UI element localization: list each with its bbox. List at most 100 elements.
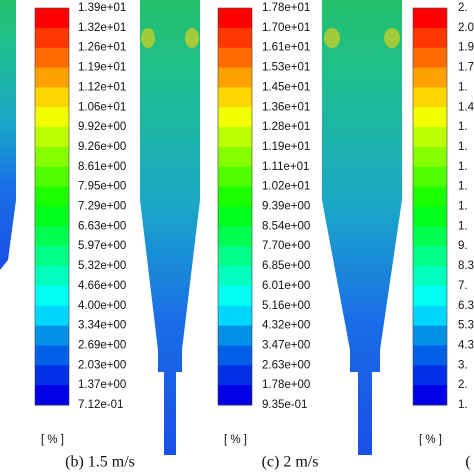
colorbar-band [413,166,447,188]
colorbar-band [218,87,252,108]
colorbar-band [413,206,447,227]
colorbar-label: 1. [458,181,468,193]
hot-spot [324,28,340,48]
colorbar-label: 2.0 [458,22,474,34]
colorbar-label: 4.66e+00 [78,280,126,292]
colorbar-label: 7. [458,280,468,292]
hot-spot [384,28,400,48]
colorbar-band [35,385,69,406]
colorbar-band [218,146,252,168]
colorbar-band [35,87,69,108]
colorbar-band [413,246,447,267]
colorbar-label: 1. [458,201,468,213]
colorbar-band [218,166,252,188]
colorbar-label: 1.06e+01 [78,101,126,113]
colorbar-band [35,186,69,207]
colorbar-band [413,47,447,69]
caption: ( [465,454,470,471]
colorbar-band [218,27,252,49]
colorbar-label: 6.01e+00 [262,280,310,292]
colorbar-band [218,206,252,227]
colorbar-label: 1.19e+01 [262,141,310,153]
contour-a [0,0,16,270]
colorbar-band [35,305,69,327]
colorbar-band [35,67,69,88]
colorbar-band [35,8,69,29]
colorbar-band [413,127,447,148]
colorbar-label: 2. [458,379,468,391]
colorbar-label: 6.63e+00 [78,220,126,232]
colorbar-label: 8.61e+00 [78,161,126,173]
hot-spot [141,28,155,48]
colorbar-label: 5.32e+00 [78,260,126,272]
colorbar-label: 3.34e+00 [78,320,126,332]
colorbar-band [413,226,447,247]
colorbar-label: 1.53e+01 [262,62,310,74]
colorbar-band [35,226,69,247]
colorbar-band [413,107,447,128]
colorbar-label: 9.35e-01 [262,399,307,411]
colorbar-band [413,285,447,307]
colorbar-band [35,107,69,128]
colorbar-label: 3.47e+00 [262,339,310,351]
colorbar-label: 6.3 [458,300,474,312]
colorbar-label: 1.9 [458,42,474,54]
colorbar-band [218,305,252,327]
colorbar-label: 9.26e+00 [78,141,126,153]
colorbar-label: 1.32e+01 [78,22,126,34]
colorbar-label: 1. [458,161,468,173]
colorbar-label: 3. [458,359,468,371]
colorbar-label: 4.3 [458,339,474,351]
colorbar-band [413,325,447,346]
colorbar-band [413,27,447,49]
colorbar-label: 1.78e+01 [262,2,310,14]
colorbar-band [413,365,447,386]
colorbar-band [413,87,447,108]
colorbar-label: 9. [458,240,468,252]
colorbar-band [35,47,69,69]
contour-c [322,0,402,455]
colorbar-band [35,27,69,49]
caption: (b) 1.5 m/s [65,454,135,471]
colorbar-label: 1.28e+01 [262,121,310,133]
colorbar-label: 1. [458,121,468,133]
colorbar-label: 2. [458,2,468,14]
colorbar-label: 1.36e+01 [262,101,310,113]
colorbar-label: 1. [458,81,468,93]
colorbar-label: 1. [458,220,468,232]
colorbar-label: 9.39e+00 [262,201,310,213]
colorbar-label: 7.70e+00 [262,240,310,252]
colorbar-label: 5.97e+00 [78,240,126,252]
colorbar-label: 9.92e+00 [78,121,126,133]
colorbar-label: 1.19e+01 [78,62,126,74]
colorbar-band [35,166,69,188]
unit-label: [ % ] [419,434,442,446]
colorbar-band [413,67,447,88]
colorbar-label: 5.16e+00 [262,300,310,312]
colorbar-label: 2.03e+00 [78,359,126,371]
colorbar-label: 2.63e+00 [262,359,310,371]
colorbar-band [35,206,69,227]
colorbar-label: 1.02e+01 [262,181,310,193]
colorbar-label: 1. [458,141,468,153]
contour-b [140,0,200,455]
colorbar-band [413,345,447,366]
colorbar-band [35,285,69,307]
colorbar-label: 2.69e+00 [78,339,126,351]
colorbar-label: 7.95e+00 [78,181,126,193]
colorbar-label: 1.37e+00 [78,379,126,391]
colorbar-band [218,8,252,29]
colorbar-label: 8.54e+00 [262,220,310,232]
colorbar-label: 1.45e+01 [262,81,310,93]
colorbar-band [218,325,252,346]
colorbar-band [413,146,447,168]
colorbar-band [218,285,252,307]
colorbar-band [218,107,252,128]
colorbar-label: 1.7 [458,62,474,74]
colorbar-label: 5.3 [458,320,474,332]
caption: (c) 2 m/s [262,454,319,471]
colorbar-label: 1.78e+00 [262,379,310,391]
colorbar-band [218,47,252,69]
colorbar-band [218,186,252,207]
